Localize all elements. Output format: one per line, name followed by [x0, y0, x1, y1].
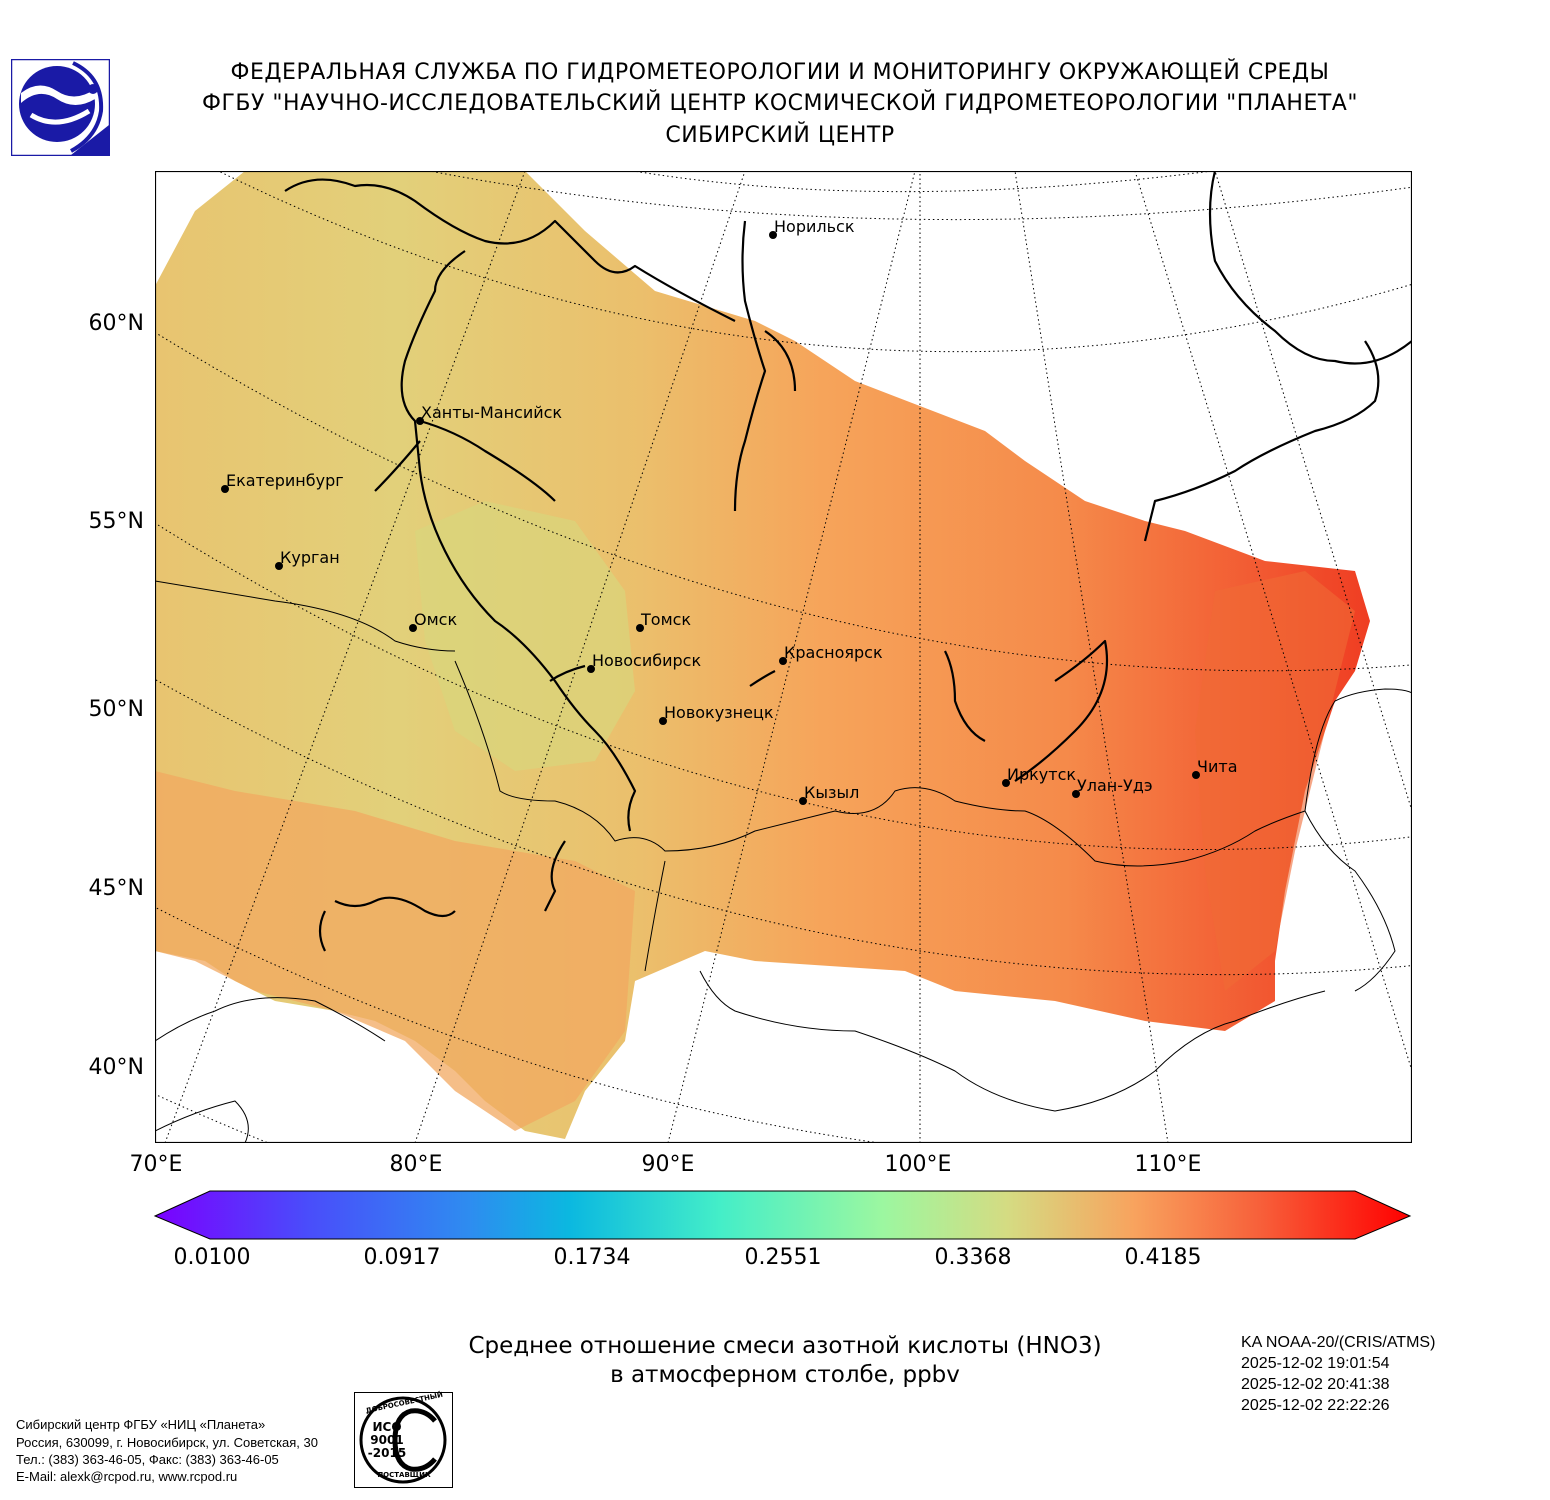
lon-label-70: 70°E: [129, 1152, 183, 1177]
lon-label-90: 90°E: [641, 1152, 695, 1177]
iso-line-3: -2015: [367, 1446, 407, 1460]
lat-label-45: 45°N: [88, 876, 144, 901]
city-label: Новокузнецк: [664, 703, 774, 722]
lon-label-80: 80°E: [389, 1152, 443, 1177]
lat-label-60: 60°N: [88, 311, 144, 336]
city-label: Норильск: [774, 217, 855, 236]
footer-org: Сибирский центр ФГБУ «НИЦ «Планета»: [16, 1417, 266, 1432]
city-marker: [1002, 779, 1010, 787]
city-marker: [636, 624, 644, 632]
lat-label-40: 40°N: [88, 1055, 144, 1080]
lon-label-110: 110°E: [1134, 1152, 1202, 1177]
city-marker: [799, 797, 807, 805]
satellite-time-2: 2025-12-02 20:41:38: [1241, 1376, 1390, 1393]
satellite-time-3: 2025-12-02 22:22:26: [1241, 1397, 1390, 1414]
city-label: Ханты-Мансийск: [421, 403, 563, 422]
colorbar-tick-5: 0.4185: [1124, 1245, 1202, 1270]
city-marker: [1192, 771, 1200, 779]
city-label: Иркутск: [1007, 765, 1077, 784]
header-line-3: СИБИРСКИЙ ЦЕНТР: [665, 123, 895, 148]
city-marker: [409, 624, 417, 632]
city-label: Омск: [414, 610, 458, 629]
colorbar-tick-1: 0.0917: [363, 1245, 441, 1270]
city-marker: [587, 665, 595, 673]
city-marker: [769, 231, 777, 239]
city-marker: [659, 717, 667, 725]
iso-line-1: ИСО: [372, 1420, 402, 1434]
satellite-name: KA NOAA-20/(CRIS/ATMS): [1241, 1334, 1436, 1351]
city-label: Улан-Удэ: [1077, 776, 1153, 795]
iso-bottom-text: ПОСТАВЩИК: [377, 1471, 431, 1479]
city-label: Красноярск: [784, 643, 883, 662]
iso-badge-circle: [359, 1396, 447, 1484]
city-marker: [221, 485, 229, 493]
header-line-1: ФЕДЕРАЛЬНАЯ СЛУЖБА ПО ГИДРОМЕТЕОРОЛОГИИ …: [230, 60, 1330, 85]
header-line-2: ФГБУ "НАУЧНО-ИССЛЕДОВАТЕЛЬСКИЙ ЦЕНТР КОС…: [202, 91, 1358, 116]
colorbar-tick-0: 0.0100: [173, 1245, 251, 1270]
city-label: Курган: [280, 548, 340, 567]
colorbar-tick-4: 0.3368: [934, 1245, 1012, 1270]
city-label: Кызыл: [804, 783, 860, 802]
satellite-time-1: 2025-12-02 19:01:54: [1241, 1355, 1390, 1372]
city-marker: [779, 657, 787, 665]
city-marker: [416, 417, 424, 425]
map-panel: [155, 171, 1412, 1143]
footer-email[interactable]: E-Mail: alexk@rcpod.ru, www.rcpod.ru: [16, 1469, 238, 1484]
iso-line-2: 9001: [370, 1433, 404, 1447]
lon-label-100: 100°E: [884, 1152, 952, 1177]
city-marker: [1072, 790, 1080, 798]
city-marker: [275, 562, 283, 570]
iso-badge: ДОБРОСОВЕСТНЫЙ ИСО 9001 -2015 ПОСТАВЩИК: [354, 1391, 453, 1488]
footer-address: Россия, 630099, г. Новосибирск, ул. Сове…: [16, 1435, 318, 1450]
colorbar-tick-2: 0.1734: [553, 1245, 631, 1270]
footer-phone: Тел.: (383) 363-46-05, Факс: (383) 363-4…: [16, 1452, 279, 1467]
lat-label-55: 55°N: [88, 509, 144, 534]
city-label: Томск: [641, 610, 692, 629]
city-label: Екатеринбург: [226, 471, 344, 490]
colorbar-tick-3: 0.2551: [744, 1245, 822, 1270]
product-title-line-1: Среднее отношение смеси азотной кислоты …: [468, 1333, 1102, 1359]
product-title-line-2: в атмосферном столбе, ppbv: [610, 1362, 960, 1388]
city-label: Новосибирск: [592, 651, 702, 670]
planeta-logo: [11, 59, 110, 156]
colorbar: [153, 1190, 1412, 1240]
lat-label-50: 50°N: [88, 697, 144, 722]
city-label: Чита: [1197, 757, 1238, 776]
